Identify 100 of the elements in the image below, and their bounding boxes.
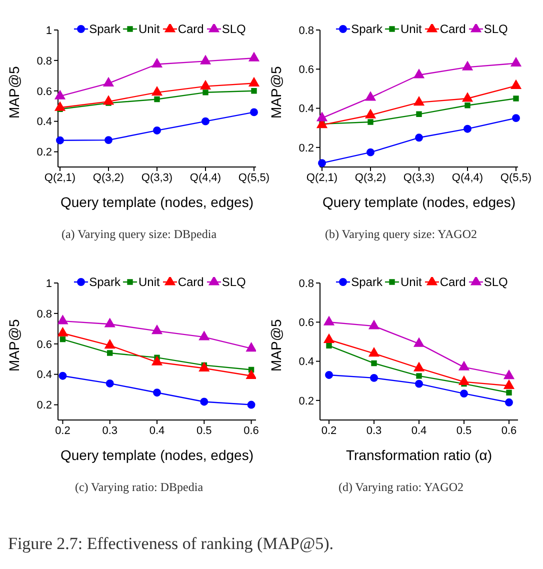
legend-label: Spark <box>351 22 382 36</box>
point <box>250 108 258 116</box>
x-tick-label: Q(2,1) <box>44 172 76 184</box>
legend-label: Card <box>440 275 466 289</box>
point <box>414 362 424 372</box>
y-tick-label: 0.8 <box>36 55 52 68</box>
x-tick-label: 0.4 <box>149 424 165 437</box>
y-tick-label: 0.2 <box>298 142 314 154</box>
point <box>324 316 334 326</box>
y-tick-label: 0.6 <box>298 64 314 76</box>
point <box>246 370 256 380</box>
point <box>152 86 162 96</box>
point <box>458 376 470 386</box>
point <box>415 380 423 388</box>
point <box>198 331 210 340</box>
x-tick-label: Q(3,2) <box>354 172 386 184</box>
text: (a) Varying query size: DBpedia <box>60 227 218 243</box>
y-axis-title: MAP@5 <box>6 66 22 118</box>
point <box>200 80 211 90</box>
point <box>154 96 160 102</box>
point <box>510 57 522 66</box>
point <box>104 340 116 349</box>
x-tick-label: 0.3 <box>366 424 382 437</box>
text: (c) Varying ratio: DBpedia <box>74 480 204 496</box>
point <box>510 80 522 89</box>
point <box>58 327 68 336</box>
point <box>103 96 114 105</box>
point <box>103 77 114 86</box>
point <box>371 360 377 366</box>
x-tick-label: Q(5,5) <box>238 172 270 184</box>
point <box>247 400 256 409</box>
y-tick-label: 0.8 <box>298 24 314 37</box>
x-tick-label: Q(5,5) <box>500 172 532 184</box>
y-tick-label: 0.2 <box>36 146 52 159</box>
point <box>202 117 210 126</box>
y-axis-title: MAP@5 <box>6 318 22 372</box>
point <box>56 136 64 144</box>
y-tick-label: 0.4 <box>36 116 52 128</box>
legend-label: Spark <box>89 275 120 289</box>
x-tick-label: Q(3,3) <box>403 172 435 184</box>
point <box>316 112 328 122</box>
legend-label: Unit <box>400 22 422 36</box>
x-tick-label: 0.2 <box>321 424 337 437</box>
point <box>200 398 208 406</box>
y-tick-label: 0.8 <box>298 278 314 290</box>
point <box>60 336 66 342</box>
point <box>251 88 257 94</box>
point <box>54 90 66 100</box>
point <box>152 356 162 366</box>
point <box>248 77 260 86</box>
y-tick-label: 0.4 <box>298 356 314 368</box>
legend-label: SLQ <box>222 275 246 289</box>
y-tick-label: 0.4 <box>36 369 52 382</box>
point <box>464 124 472 133</box>
legend-label: Card <box>178 22 204 36</box>
legend-label: Card <box>178 275 204 289</box>
point <box>458 361 470 370</box>
y-tick-label: 0.6 <box>36 338 52 351</box>
point <box>202 90 208 96</box>
legend-label: Unit <box>138 22 160 36</box>
point <box>368 348 380 357</box>
y-tick-label: 0.6 <box>298 317 314 330</box>
legend-label: Card <box>440 22 466 36</box>
legend-label: SLQ <box>484 22 508 36</box>
point <box>365 109 376 118</box>
point <box>462 92 473 102</box>
y-axis-title: MAP@5 <box>268 318 284 372</box>
point <box>513 96 519 102</box>
point <box>414 69 424 78</box>
x-tick-label: 0.6 <box>501 424 517 437</box>
point <box>504 370 514 380</box>
x-axis-title: Query template (nodes, edges) <box>322 194 516 210</box>
legend-label: Unit <box>138 275 160 289</box>
text: (b) Varying query size: YAGO2 <box>324 227 478 243</box>
point <box>106 379 114 388</box>
x-tick-label: Q(3,3) <box>141 172 173 184</box>
legend-label: Spark <box>351 275 382 289</box>
point <box>512 114 520 122</box>
point <box>246 342 256 352</box>
point <box>58 372 67 380</box>
point <box>325 371 333 379</box>
point <box>414 338 424 347</box>
x-tick-label: 0.5 <box>196 424 212 437</box>
y-tick-label: 0.2 <box>36 400 52 412</box>
point <box>104 318 116 328</box>
y-axis-title: MAP@5 <box>268 66 284 118</box>
legend-label: SLQ <box>222 22 246 36</box>
point <box>370 374 378 382</box>
text: (d) Varying ratio: YAGO2 <box>338 480 464 496</box>
point <box>248 52 260 62</box>
point <box>460 390 468 398</box>
point <box>504 380 514 389</box>
point <box>415 134 423 142</box>
legend-label: Spark <box>89 22 120 36</box>
point <box>200 55 211 64</box>
x-tick-label: 0.5 <box>456 424 472 437</box>
point <box>107 350 113 356</box>
x-tick-label: 0.2 <box>55 424 70 437</box>
x-axis-title: Transformation ratio (α) <box>346 447 492 463</box>
x-axis-title: Query template (nodes, edges) <box>60 447 254 463</box>
